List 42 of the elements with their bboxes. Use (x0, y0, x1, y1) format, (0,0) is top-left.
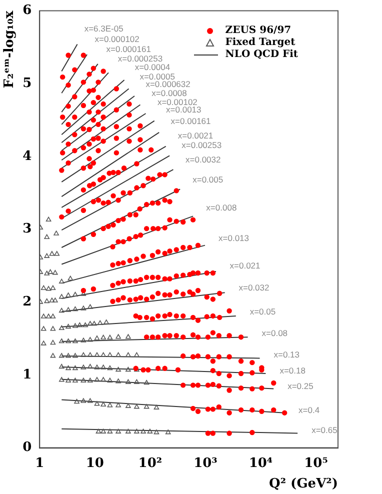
legend-label: NLO QCD Fit (225, 49, 298, 60)
annotation: x=0.00253 (182, 140, 222, 150)
annotation: x=0.013 (218, 233, 250, 244)
x-axis-title: Q² (GeV²) (269, 476, 338, 492)
annotation: x=0.18 (280, 365, 306, 376)
annotation: x=0.0032 (186, 154, 222, 164)
x-tick-label: 10⁴ (248, 456, 273, 471)
annotation: x=0.25 (288, 380, 314, 391)
annotation: x=0.0005 (140, 71, 176, 82)
annotation: x=0.08 (262, 328, 288, 338)
annotation: x=0.000632 (146, 78, 191, 89)
annotation: x=0.000102 (94, 34, 140, 44)
x-tick-label: 10⁵ (304, 456, 328, 471)
x-tick-label: 1 (35, 456, 44, 471)
annotation: x=6.3E-05 (84, 24, 124, 34)
legend-label: ZEUS 96/97 (225, 25, 292, 36)
y-tick-label: 0 (22, 440, 32, 456)
annotation: x=0.65 (312, 424, 338, 435)
annotation: x=0.05 (250, 306, 276, 316)
x-tick-label: 10 (86, 456, 104, 471)
y-tick-label: 2 (22, 294, 32, 310)
legend-label: Fixed Target (225, 37, 296, 48)
annotation: x=0.000253 (118, 54, 163, 64)
y-tick-label: 3 (22, 222, 32, 237)
annotation: x=0.000161 (106, 44, 152, 54)
y-tick-label: 5 (22, 76, 32, 92)
annotation: x=0.4 (298, 405, 320, 416)
annotation: x=0.13 (274, 350, 300, 360)
annotation: x=0.0008 (152, 88, 188, 98)
x-tick-label: 10³ (194, 456, 218, 471)
x-tick-label: 10² (138, 456, 162, 471)
annotation: x=0.005 (192, 174, 224, 184)
y-tick-label: 6 (22, 3, 32, 18)
annotation: x=0.0004 (134, 62, 170, 72)
annotation: x=0.00161 (170, 116, 212, 126)
annotation: x=0.0021 (178, 130, 214, 141)
y-tick-label: 1 (22, 367, 32, 382)
y-tick-label: 4 (22, 148, 32, 164)
annotation: x=0.021 (230, 260, 261, 270)
annotation: x=0.008 (206, 202, 237, 213)
annotation: x=0.032 (238, 282, 270, 292)
y-axis-title: F₂ᵉᵐ-log₁₀x (2, 10, 18, 88)
